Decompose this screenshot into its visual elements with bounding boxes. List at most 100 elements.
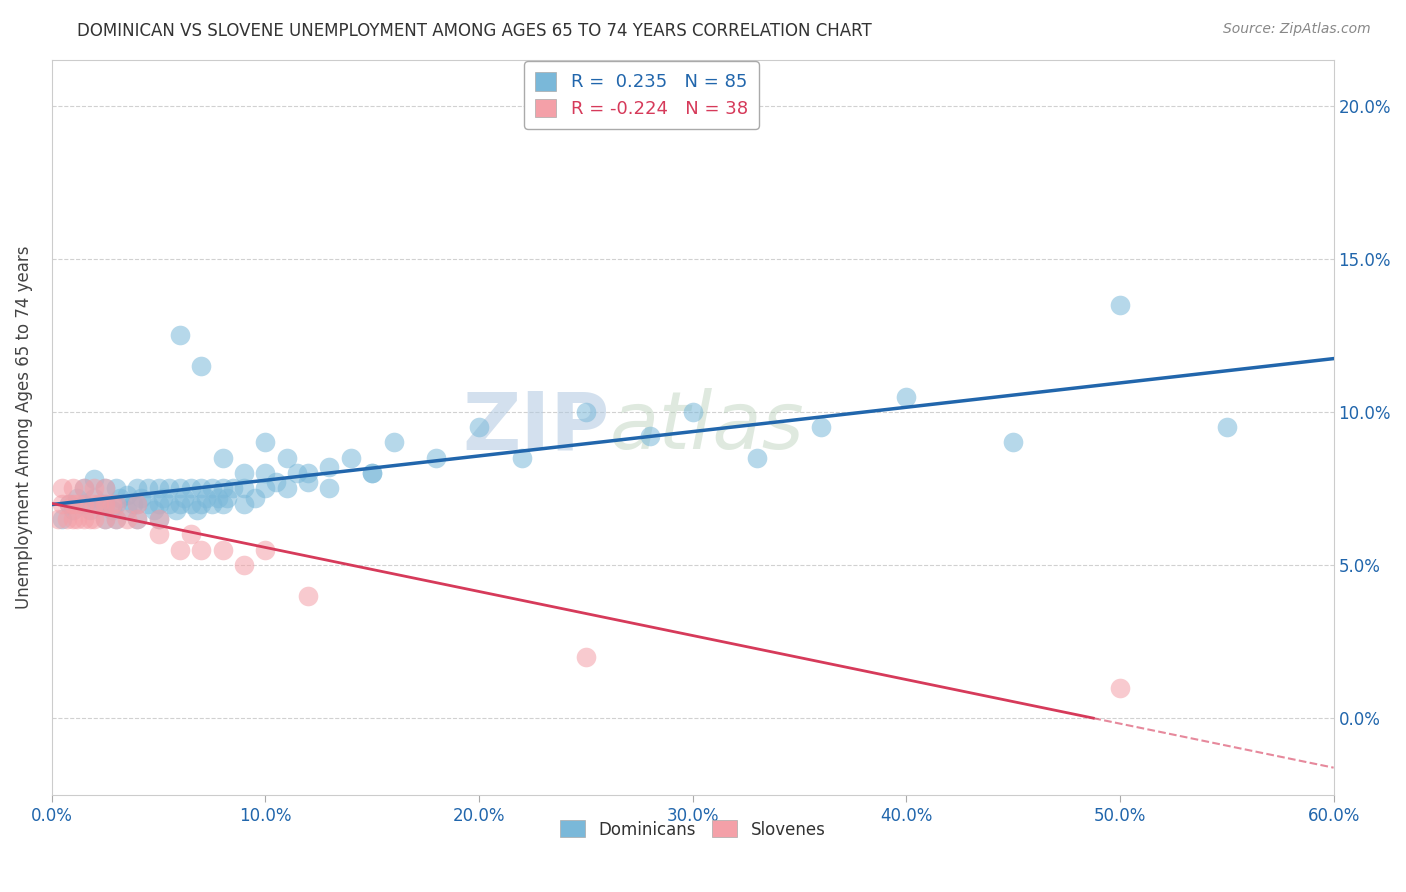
Point <box>62 503 84 517</box>
Point <box>682 405 704 419</box>
Point <box>896 390 918 404</box>
Text: ZIP: ZIP <box>463 388 609 467</box>
Point <box>165 503 187 517</box>
Point <box>79 512 101 526</box>
Point <box>211 542 233 557</box>
Text: DOMINICAN VS SLOVENE UNEMPLOYMENT AMONG AGES 65 TO 74 YEARS CORRELATION CHART: DOMINICAN VS SLOVENE UNEMPLOYMENT AMONG … <box>77 22 872 40</box>
Point <box>201 497 224 511</box>
Point <box>104 482 127 496</box>
Point <box>58 497 80 511</box>
Point <box>148 512 170 526</box>
Point <box>382 435 405 450</box>
Point <box>254 542 277 557</box>
Point <box>73 482 96 496</box>
Point <box>127 497 149 511</box>
Point <box>62 482 84 496</box>
Point <box>94 497 117 511</box>
Point <box>79 503 101 517</box>
Point <box>127 512 149 526</box>
Point <box>297 466 319 480</box>
Point <box>83 512 105 526</box>
Point <box>287 466 309 480</box>
Point <box>233 466 256 480</box>
Point <box>94 512 117 526</box>
Point <box>115 487 138 501</box>
Point <box>94 497 117 511</box>
Point <box>115 512 138 526</box>
Point <box>468 420 491 434</box>
Point <box>58 497 80 511</box>
Point <box>148 527 170 541</box>
Point <box>73 482 96 496</box>
Point <box>66 512 89 526</box>
Point <box>207 491 229 505</box>
Point <box>169 497 191 511</box>
Point <box>62 512 84 526</box>
Point <box>254 482 277 496</box>
Point <box>745 450 768 465</box>
Point <box>122 497 145 511</box>
Point <box>87 497 110 511</box>
Point <box>318 482 340 496</box>
Point <box>46 512 69 526</box>
Point <box>297 475 319 490</box>
Point <box>201 482 224 496</box>
Point <box>264 475 287 490</box>
Point <box>108 491 131 505</box>
Point <box>425 450 447 465</box>
Point <box>169 482 191 496</box>
Point <box>148 497 170 511</box>
Point <box>127 512 149 526</box>
Point <box>169 328 191 343</box>
Point <box>131 491 153 505</box>
Point <box>94 482 117 496</box>
Point <box>194 491 217 505</box>
Point <box>211 450 233 465</box>
Point <box>51 497 73 511</box>
Point <box>276 450 298 465</box>
Point <box>127 497 149 511</box>
Point <box>104 512 127 526</box>
Point <box>66 497 89 511</box>
Point <box>173 491 195 505</box>
Point <box>66 491 89 505</box>
Point <box>190 542 212 557</box>
Point <box>254 466 277 480</box>
Text: atlas: atlas <box>609 388 804 467</box>
Point <box>136 497 159 511</box>
Point <box>73 497 96 511</box>
Y-axis label: Unemployment Among Ages 65 to 74 years: Unemployment Among Ages 65 to 74 years <box>15 245 32 609</box>
Point <box>100 497 122 511</box>
Point <box>575 649 598 664</box>
Point <box>180 482 202 496</box>
Text: Source: ZipAtlas.com: Source: ZipAtlas.com <box>1223 22 1371 37</box>
Point <box>51 512 73 526</box>
Point <box>1216 420 1239 434</box>
Point <box>100 503 122 517</box>
Point <box>297 589 319 603</box>
Point <box>73 512 96 526</box>
Point <box>180 527 202 541</box>
Point <box>115 503 138 517</box>
Point <box>83 472 105 486</box>
Point <box>1002 435 1025 450</box>
Point <box>361 466 384 480</box>
Point <box>254 435 277 450</box>
Point <box>276 482 298 496</box>
Point <box>83 491 105 505</box>
Point <box>83 497 105 511</box>
Point <box>104 512 127 526</box>
Point <box>180 497 202 511</box>
Point <box>215 491 238 505</box>
Point <box>87 497 110 511</box>
Point <box>211 482 233 496</box>
Point <box>638 429 661 443</box>
Point <box>94 512 117 526</box>
Point <box>83 482 105 496</box>
Point <box>127 482 149 496</box>
Point <box>190 497 212 511</box>
Point <box>510 450 533 465</box>
Point <box>152 491 174 505</box>
Point <box>810 420 832 434</box>
Point <box>51 482 73 496</box>
